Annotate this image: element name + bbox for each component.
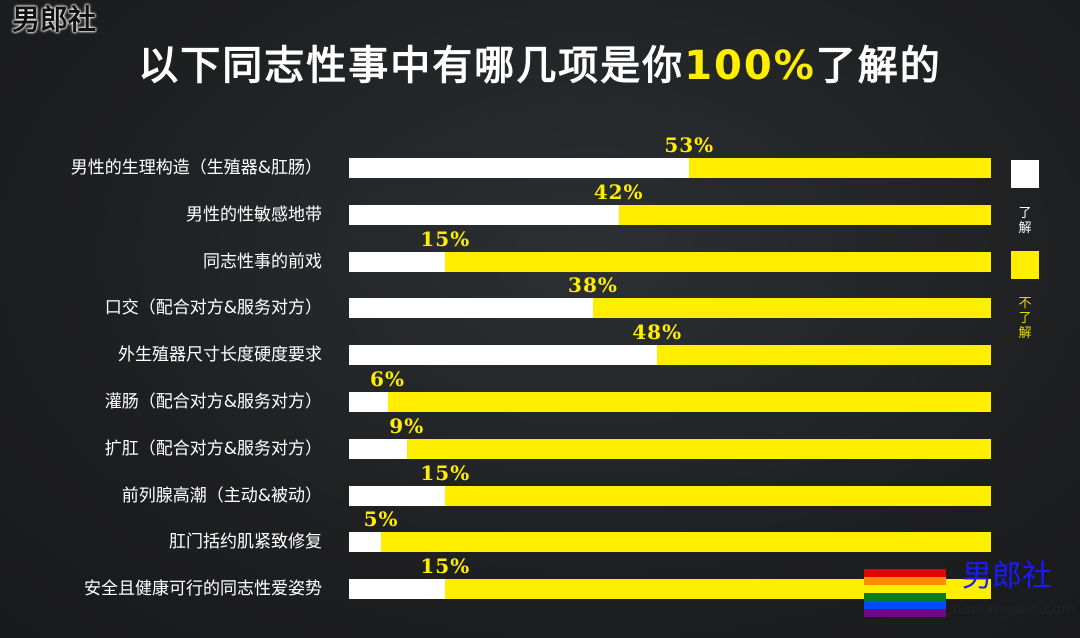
flag-stripe bbox=[864, 609, 946, 617]
rainbow-flag-logo bbox=[864, 569, 946, 617]
category-label: 外生殖器尺寸长度硬度要求 bbox=[118, 345, 322, 366]
category-label: 口交（配合对方&服务对方） bbox=[104, 298, 322, 319]
title-part: 了解的 bbox=[815, 43, 942, 89]
data-label: 15% bbox=[420, 460, 471, 485]
bar-unknown bbox=[349, 204, 991, 225]
data-label: 53% bbox=[664, 133, 715, 157]
flag-stripe bbox=[864, 601, 946, 609]
category-label: 同志性事的前戏 bbox=[203, 251, 322, 272]
legend-swatch-unknown bbox=[1011, 251, 1039, 279]
flag-stripe bbox=[864, 569, 946, 577]
bar-unknown bbox=[349, 485, 991, 506]
data-label: 38% bbox=[568, 273, 618, 298]
bar-known bbox=[349, 345, 658, 366]
bar-known bbox=[349, 579, 446, 600]
flag-stripe bbox=[864, 585, 946, 593]
category-label: 扩肛（配合对方&服务对方） bbox=[104, 438, 322, 459]
bar-unknown bbox=[349, 392, 991, 412]
data-label: 15% bbox=[420, 226, 471, 251]
category-label: 男性的生理构造（生殖器&肛肠） bbox=[70, 158, 322, 178]
category-label: 男性的性敏感地带 bbox=[186, 204, 322, 225]
watermark: 男郎社 bbox=[12, 3, 97, 36]
chart-title: 以下同志性事中有哪几项是你100%了解的 bbox=[0, 42, 1080, 90]
title-part: 以下同志性事中有哪几项是你 bbox=[138, 43, 685, 89]
category-label: 前列腺高潮（主动&被动） bbox=[121, 485, 322, 506]
data-label: 9% bbox=[389, 413, 425, 438]
bar-unknown bbox=[349, 579, 991, 600]
legend-label-unknown: 不了解 bbox=[1018, 296, 1032, 341]
bar-known bbox=[349, 438, 407, 459]
flag-stripe bbox=[864, 577, 946, 585]
data-label: 6% bbox=[370, 367, 405, 391]
bar-known bbox=[349, 158, 690, 178]
data-label: 42% bbox=[593, 179, 644, 204]
data-label: 15% bbox=[420, 554, 471, 579]
bar-known bbox=[349, 532, 382, 553]
bar-known bbox=[349, 485, 446, 506]
bar-known bbox=[349, 204, 619, 225]
legend-swatch-known bbox=[1011, 160, 1039, 188]
category-label: 肛门括约肌紧致修复 bbox=[169, 532, 322, 553]
category-label: 灌肠（配合对方&服务对方） bbox=[104, 392, 322, 412]
data-label: 5% bbox=[363, 507, 399, 532]
data-label: 48% bbox=[632, 320, 683, 345]
flag-stripe bbox=[864, 593, 946, 601]
bar-unknown bbox=[349, 158, 991, 178]
logo-text: 男郎社 bbox=[962, 559, 1052, 594]
bar-known bbox=[349, 392, 388, 412]
bar-unknown bbox=[349, 251, 991, 272]
logo-url: nanlangshe.com bbox=[952, 600, 1076, 618]
bar-known bbox=[349, 251, 446, 272]
bar-unknown bbox=[349, 438, 991, 459]
bar-unknown bbox=[349, 345, 991, 366]
legend-label-known: 了解 bbox=[1018, 206, 1032, 236]
category-label: 安全且健康可行的同志性爱姿势 bbox=[84, 579, 322, 600]
bar-unknown bbox=[349, 298, 991, 319]
bar-unknown bbox=[349, 532, 991, 553]
title-highlight: 100% bbox=[684, 43, 816, 89]
bar-known bbox=[349, 298, 593, 319]
